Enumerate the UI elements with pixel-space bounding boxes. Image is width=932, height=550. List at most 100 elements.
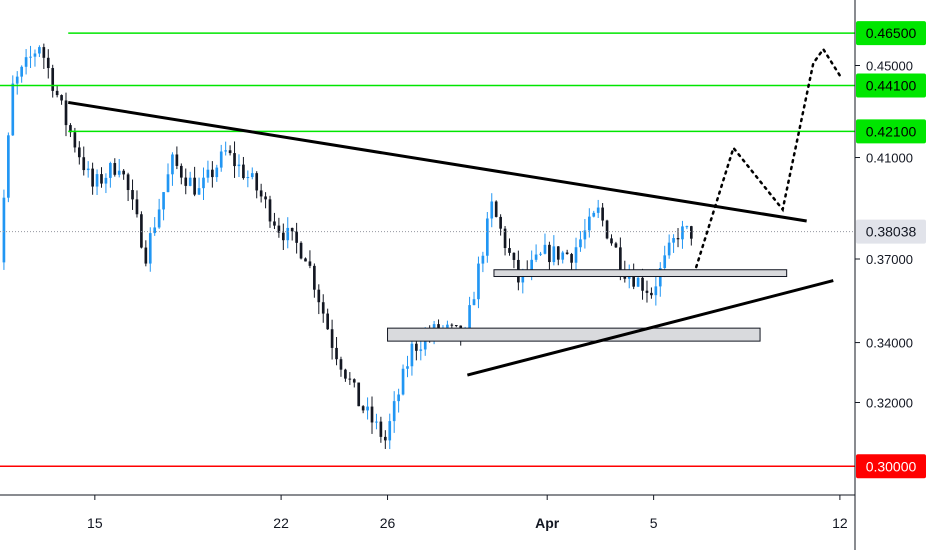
candle-body: [60, 95, 63, 101]
candle-body: [237, 164, 241, 167]
candle-body: [188, 177, 192, 186]
ascending-support-trendline: [466, 279, 834, 377]
candle-body: [219, 151, 223, 168]
candle-body: [485, 218, 489, 256]
price-tick-label: 0.41000: [866, 151, 913, 166]
price-tag: [856, 21, 926, 46]
candle-body: [446, 324, 449, 328]
candle-body: [641, 277, 644, 291]
candle-body: [415, 343, 418, 351]
candle-body: [650, 292, 653, 296]
candle-body: [534, 254, 538, 260]
candle-body: [242, 164, 245, 179]
descending-resistance-trendline: [67, 100, 807, 223]
candle-body: [42, 47, 46, 58]
candle-body: [610, 238, 613, 244]
candle-body: [46, 57, 50, 69]
candle-body: [109, 163, 112, 178]
candle-body: [685, 226, 689, 228]
candle-body: [330, 329, 334, 348]
candle-body: [512, 252, 516, 260]
candle-body: [339, 359, 343, 370]
price-tag-label: 0.42100: [866, 123, 917, 139]
candle-body: [117, 170, 121, 175]
candle-body: [676, 238, 680, 240]
candle-body: [175, 154, 179, 166]
candle-body: [579, 239, 582, 248]
candle-body: [477, 263, 480, 300]
price-tag: [856, 119, 926, 144]
candle-body: [605, 220, 609, 239]
candle-body: [24, 57, 28, 67]
candle-body: [361, 406, 365, 411]
candle-body: [437, 324, 440, 330]
candle-body: [583, 230, 587, 240]
candle-body: [335, 347, 338, 360]
candle-body: [574, 247, 578, 263]
candle-body: [166, 174, 170, 193]
candle-body: [299, 242, 303, 259]
candle-body: [658, 268, 662, 287]
candle-body: [388, 421, 392, 441]
candle-body: [162, 192, 165, 210]
candle-body: [259, 190, 263, 197]
candle-body: [224, 150, 227, 152]
candle-body: [273, 221, 276, 226]
candle-body: [401, 368, 405, 395]
candle-body: [77, 147, 81, 158]
time-tick-label: 5: [650, 515, 658, 531]
candle-body: [100, 174, 103, 184]
candle-body: [601, 207, 604, 221]
candle-body: [38, 47, 41, 54]
price-tag-label: 0.38038: [866, 224, 917, 240]
candle-body: [33, 53, 37, 57]
price-tag: [856, 73, 926, 98]
candle-body: [211, 169, 214, 178]
candle-body: [357, 382, 361, 407]
candle-body: [499, 216, 502, 229]
candle-body: [419, 349, 423, 351]
candle-body: [619, 247, 622, 270]
candle-body: [179, 165, 183, 178]
candle-body: [286, 227, 290, 241]
candle-body: [352, 379, 356, 383]
candle-body: [494, 201, 498, 217]
candle-body: [55, 90, 59, 96]
candle-body: [481, 255, 485, 264]
candle-body: [627, 275, 631, 279]
candle-body: [548, 244, 551, 263]
candle-body: [321, 302, 325, 314]
candle-body: [672, 238, 675, 243]
candle-body: [7, 135, 10, 198]
candle-body: [113, 163, 117, 175]
candle-body: [206, 169, 210, 178]
candle-body: [51, 68, 55, 91]
candle-body: [681, 226, 684, 240]
candle-body: [255, 173, 259, 191]
candle-body: [144, 247, 148, 264]
candle-body: [29, 56, 32, 58]
time-tick-label: 12: [832, 515, 848, 531]
candle-body: [556, 246, 560, 260]
candle-body: [153, 227, 157, 234]
candle-body: [508, 248, 511, 253]
time-tick-label: Apr: [535, 515, 560, 531]
candle-body: [450, 324, 454, 326]
candle-body: [317, 289, 321, 303]
candle-body: [131, 190, 134, 200]
candle-body: [397, 394, 400, 402]
candle-body: [193, 177, 196, 195]
plot-area[interactable]: [0, 32, 855, 468]
candle-body: [645, 290, 649, 293]
candle-body: [654, 286, 658, 296]
time-tick-label: 22: [273, 515, 289, 531]
candle-body: [410, 343, 414, 367]
candle-body: [565, 252, 569, 255]
candle-body: [246, 177, 250, 179]
lower-support-zone: [387, 327, 761, 342]
candle-body: [348, 378, 352, 380]
candle-body: [277, 225, 281, 233]
candle-body: [126, 174, 130, 191]
candle-body: [11, 83, 15, 136]
